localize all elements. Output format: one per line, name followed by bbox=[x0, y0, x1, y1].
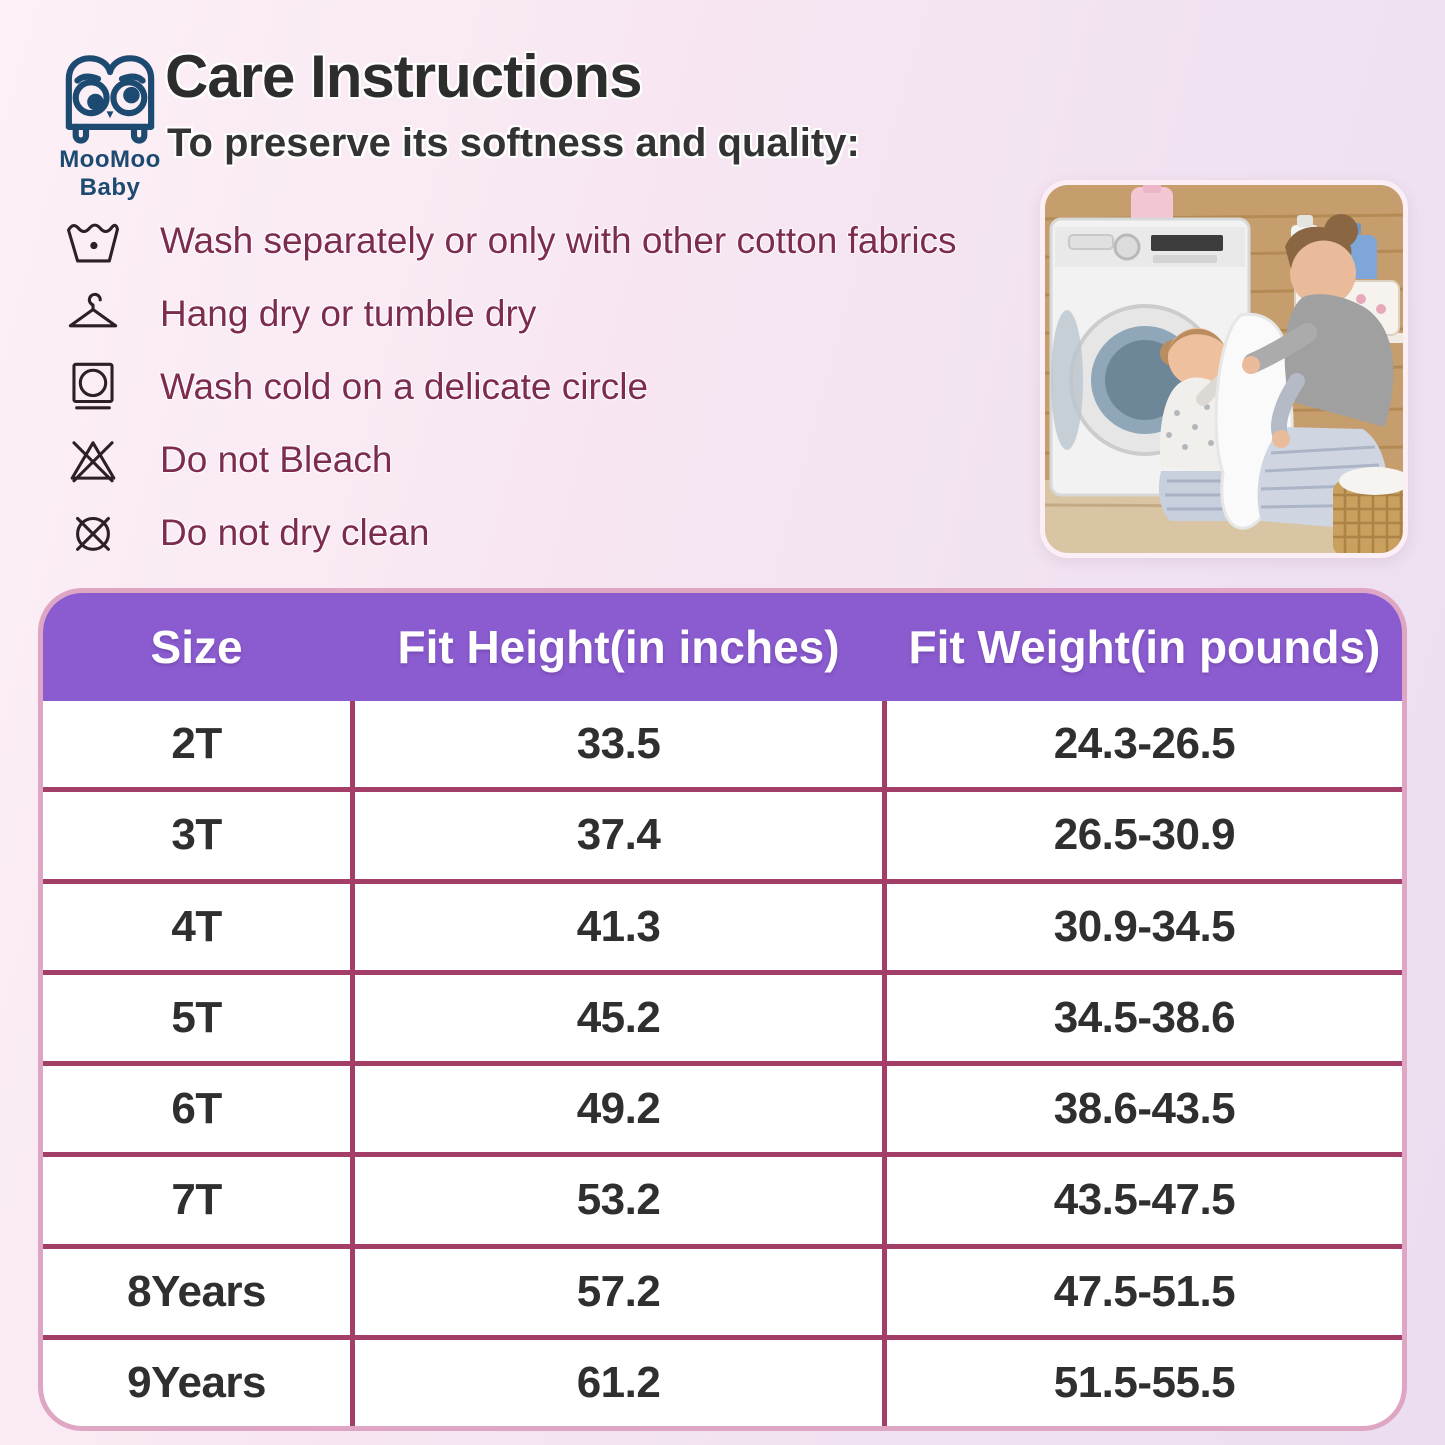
table-row: 2T 33.5 24.3-26.5 bbox=[43, 701, 1402, 788]
table-row: 3T 37.4 26.5-30.9 bbox=[43, 787, 1402, 879]
height-cell: 57.2 bbox=[350, 1248, 887, 1335]
weight-cell: 43.5-47.5 bbox=[1053, 1175, 1236, 1225]
table-row: 7T 53.2 43.5-47.5 bbox=[43, 1152, 1402, 1244]
brand-name: MooMoo Baby bbox=[59, 146, 161, 201]
care-item: Wash cold on a delicate circle bbox=[62, 350, 1072, 423]
washtub-icon bbox=[62, 212, 124, 270]
size-chart-header-row: Size Fit Height(in inches) Fit Weight(in… bbox=[43, 593, 1402, 701]
care-instructions-list: Wash separately or only with other cotto… bbox=[62, 204, 1072, 569]
height-cell: 53.2 bbox=[350, 1157, 887, 1244]
size-cell: 8Years bbox=[127, 1266, 267, 1316]
care-item: Do not Bleach bbox=[62, 423, 1072, 496]
care-item-label: Hang dry or tumble dry bbox=[160, 292, 537, 334]
height-column-header: Fit Height(in inches) bbox=[397, 621, 840, 673]
height-cell: 33.5 bbox=[350, 701, 887, 788]
table-row: 9Years 61.2 51.5-55.5 bbox=[43, 1334, 1402, 1426]
brand-logo: MooMoo Baby bbox=[30, 48, 190, 202]
page-title: Care Instructions bbox=[165, 43, 642, 110]
size-cell: 9Years bbox=[127, 1357, 267, 1407]
weight-column-header: Fit Weight(in pounds) bbox=[908, 621, 1381, 673]
weight-cell: 47.5-51.5 bbox=[1053, 1266, 1236, 1316]
size-cell: 4T bbox=[171, 901, 222, 951]
hanger-icon bbox=[62, 285, 124, 343]
table-row: 4T 41.3 30.9-34.5 bbox=[43, 878, 1402, 970]
height-cell: 41.3 bbox=[350, 883, 887, 970]
care-item-label: Wash separately or only with other cotto… bbox=[160, 219, 957, 261]
size-chart-body: 2T 33.5 24.3-26.5 3T 37.4 26.5-30.9 4T 41.3 30.9… bbox=[43, 701, 1402, 1426]
delicate-cycle-icon bbox=[62, 358, 124, 416]
height-cell: 37.4 bbox=[350, 792, 887, 879]
care-item-label: Do not Bleach bbox=[160, 438, 393, 480]
size-column-header: Size bbox=[150, 621, 243, 673]
do-not-dry-clean-icon bbox=[62, 504, 124, 562]
table-row: 6T 49.2 38.6-43.5 bbox=[43, 1061, 1402, 1153]
size-cell: 3T bbox=[171, 810, 222, 860]
size-cell: 5T bbox=[171, 992, 222, 1042]
height-cell: 45.2 bbox=[350, 974, 887, 1061]
size-cell: 2T bbox=[171, 719, 222, 769]
weight-cell: 38.6-43.5 bbox=[1053, 1084, 1236, 1134]
care-item: Wash separately or only with other cotto… bbox=[62, 204, 1072, 277]
care-item-label: Wash cold on a delicate circle bbox=[160, 365, 649, 407]
care-item-label: Do not dry clean bbox=[160, 511, 430, 553]
care-item: Hang dry or tumble dry bbox=[62, 277, 1072, 350]
size-cell: 6T bbox=[171, 1084, 222, 1134]
height-cell: 49.2 bbox=[350, 1066, 887, 1153]
table-row: 5T 45.2 34.5-38.6 bbox=[43, 969, 1402, 1061]
weight-cell: 34.5-38.6 bbox=[1053, 992, 1236, 1042]
laundry-scene-illustration bbox=[1045, 185, 1403, 553]
weight-cell: 51.5-55.5 bbox=[1053, 1357, 1236, 1407]
product-photo bbox=[1040, 180, 1408, 558]
table-row: 8Years 57.2 47.5-51.5 bbox=[43, 1243, 1402, 1335]
do-not-bleach-icon bbox=[62, 431, 124, 489]
size-cell: 7T bbox=[171, 1175, 222, 1225]
weight-cell: 26.5-30.9 bbox=[1053, 810, 1236, 860]
page-subtitle: To preserve its softness and quality: bbox=[167, 121, 860, 165]
care-item: Do not dry clean bbox=[62, 496, 1072, 569]
weight-cell: 30.9-34.5 bbox=[1053, 901, 1236, 951]
size-chart-table: Size Fit Height(in inches) Fit Weight(in… bbox=[38, 588, 1407, 1431]
owl-logo-icon bbox=[65, 55, 155, 144]
weight-cell: 24.3-26.5 bbox=[1053, 719, 1236, 769]
height-cell: 61.2 bbox=[350, 1339, 887, 1426]
